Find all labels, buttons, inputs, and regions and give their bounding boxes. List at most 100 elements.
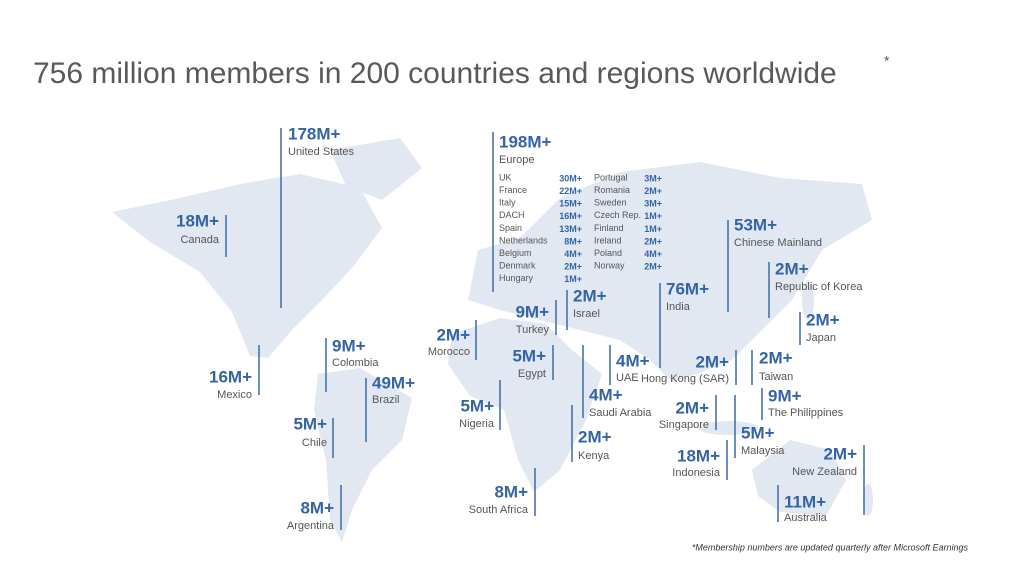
europe-country: DACH [499, 210, 525, 220]
region-label: New Zealand [792, 466, 857, 478]
footnote: *Membership numbers are updated quarterl… [692, 542, 969, 552]
region-value: 4M+ [616, 351, 650, 370]
europe-value: 13M+ [559, 224, 582, 234]
europe-value: 4M+ [564, 249, 582, 259]
region-value: 2M+ [775, 259, 809, 278]
region-value: 9M+ [768, 386, 802, 405]
region-label: Europe [499, 154, 534, 166]
region-value: 49M+ [372, 373, 415, 392]
region-label: Singapore [659, 419, 709, 431]
region-value: 4M+ [589, 385, 623, 404]
europe-value: 2M+ [644, 236, 662, 246]
north-america [112, 174, 382, 358]
title: 756 million members in 200 countries and… [33, 57, 837, 90]
europe-country: Czech Rep. [594, 210, 641, 220]
region-value: 53M+ [734, 215, 777, 234]
europe-value: 22M+ [559, 186, 582, 196]
greenland [330, 138, 422, 200]
europe-country: Belgium [499, 248, 532, 258]
europe-country: Poland [594, 248, 622, 258]
europe-country: Spain [499, 223, 522, 233]
europe-value: 30M+ [559, 173, 582, 183]
region-label: India [666, 301, 691, 313]
europe-country: France [499, 185, 527, 195]
region-label: Australia [784, 512, 828, 524]
region-value: 5M+ [741, 423, 775, 442]
region-value: 18M+ [677, 446, 720, 465]
region-value: 11M+ [784, 492, 826, 511]
region-label: Saudi Arabia [589, 407, 652, 419]
europe-value: 8M+ [564, 236, 582, 246]
region-value: 5M+ [512, 346, 546, 365]
eurasia [468, 162, 872, 382]
region-label: Egypt [518, 368, 546, 380]
region-value: 76M+ [666, 279, 709, 298]
europe-value: 2M+ [644, 262, 662, 272]
region-label: Colombia [332, 357, 379, 369]
europe-country: UK [499, 172, 512, 182]
region-value: 2M+ [806, 310, 840, 329]
region-label: Argentina [287, 520, 335, 532]
region-label: South Africa [469, 504, 529, 516]
region-label: Mexico [217, 389, 252, 401]
title-mark: * [884, 53, 890, 69]
europe-value: 4M+ [644, 249, 662, 259]
europe-country: Finland [594, 223, 624, 233]
region-value: 5M+ [460, 396, 494, 415]
region-value: 2M+ [695, 352, 729, 371]
region-label: Indonesia [672, 467, 721, 479]
new-zealand [863, 484, 873, 516]
region-value: 198M+ [499, 132, 552, 151]
region-label: Hong Kong (SAR) [641, 373, 729, 385]
region-value: 2M+ [759, 348, 793, 367]
europe-country: Ireland [594, 235, 622, 245]
region-value: 178M+ [288, 124, 341, 143]
europe-country: Italy [499, 198, 516, 208]
region-label: Nigeria [459, 418, 495, 430]
south-america [314, 368, 412, 542]
africa [448, 318, 602, 492]
europe-value: 3M+ [644, 173, 662, 183]
australia [752, 440, 846, 516]
region-label: Kenya [578, 450, 610, 462]
region-label: UAE [616, 372, 639, 384]
europe-value: 15M+ [559, 199, 582, 209]
region-label: Chinese Mainland [734, 237, 822, 249]
japan [802, 280, 814, 320]
region-label: Brazil [372, 394, 400, 406]
europe-country: Norway [594, 261, 625, 271]
region-value: 5M+ [293, 414, 327, 433]
region-value: 2M+ [436, 325, 470, 344]
region-label: The Philippines [768, 407, 844, 419]
europe-value: 16M+ [559, 211, 582, 221]
region-label: Israel [573, 308, 600, 320]
europe-value: 3M+ [644, 199, 662, 209]
region-label: Chile [302, 437, 327, 449]
europe-value: 2M+ [644, 186, 662, 196]
europe-country: Portugal [594, 172, 628, 182]
region-value: 9M+ [332, 336, 366, 355]
region-label: United States [288, 146, 355, 158]
region-label: Morocco [428, 346, 470, 358]
europe-country: Hungary [499, 273, 534, 283]
indonesia [698, 421, 758, 435]
europe-country: Netherlands [499, 235, 548, 245]
region-label: Republic of Korea [775, 281, 863, 293]
europe-value: 1M+ [644, 211, 662, 221]
europe-country: Romania [594, 185, 630, 195]
region-value: 9M+ [515, 302, 549, 321]
region-value: 2M+ [823, 444, 857, 463]
europe-value: 1M+ [644, 224, 662, 234]
region-value: 2M+ [578, 427, 612, 446]
region-value: 18M+ [176, 211, 219, 230]
region-label: Taiwan [759, 371, 793, 383]
region-label: Canada [180, 234, 219, 246]
region-label: Malaysia [741, 445, 785, 457]
region-label: Turkey [516, 324, 550, 336]
region-label: Japan [806, 332, 836, 344]
europe-value: 1M+ [564, 274, 582, 284]
europe-country: Denmark [499, 261, 536, 271]
region-value: 8M+ [494, 482, 528, 501]
world-map [112, 138, 873, 542]
